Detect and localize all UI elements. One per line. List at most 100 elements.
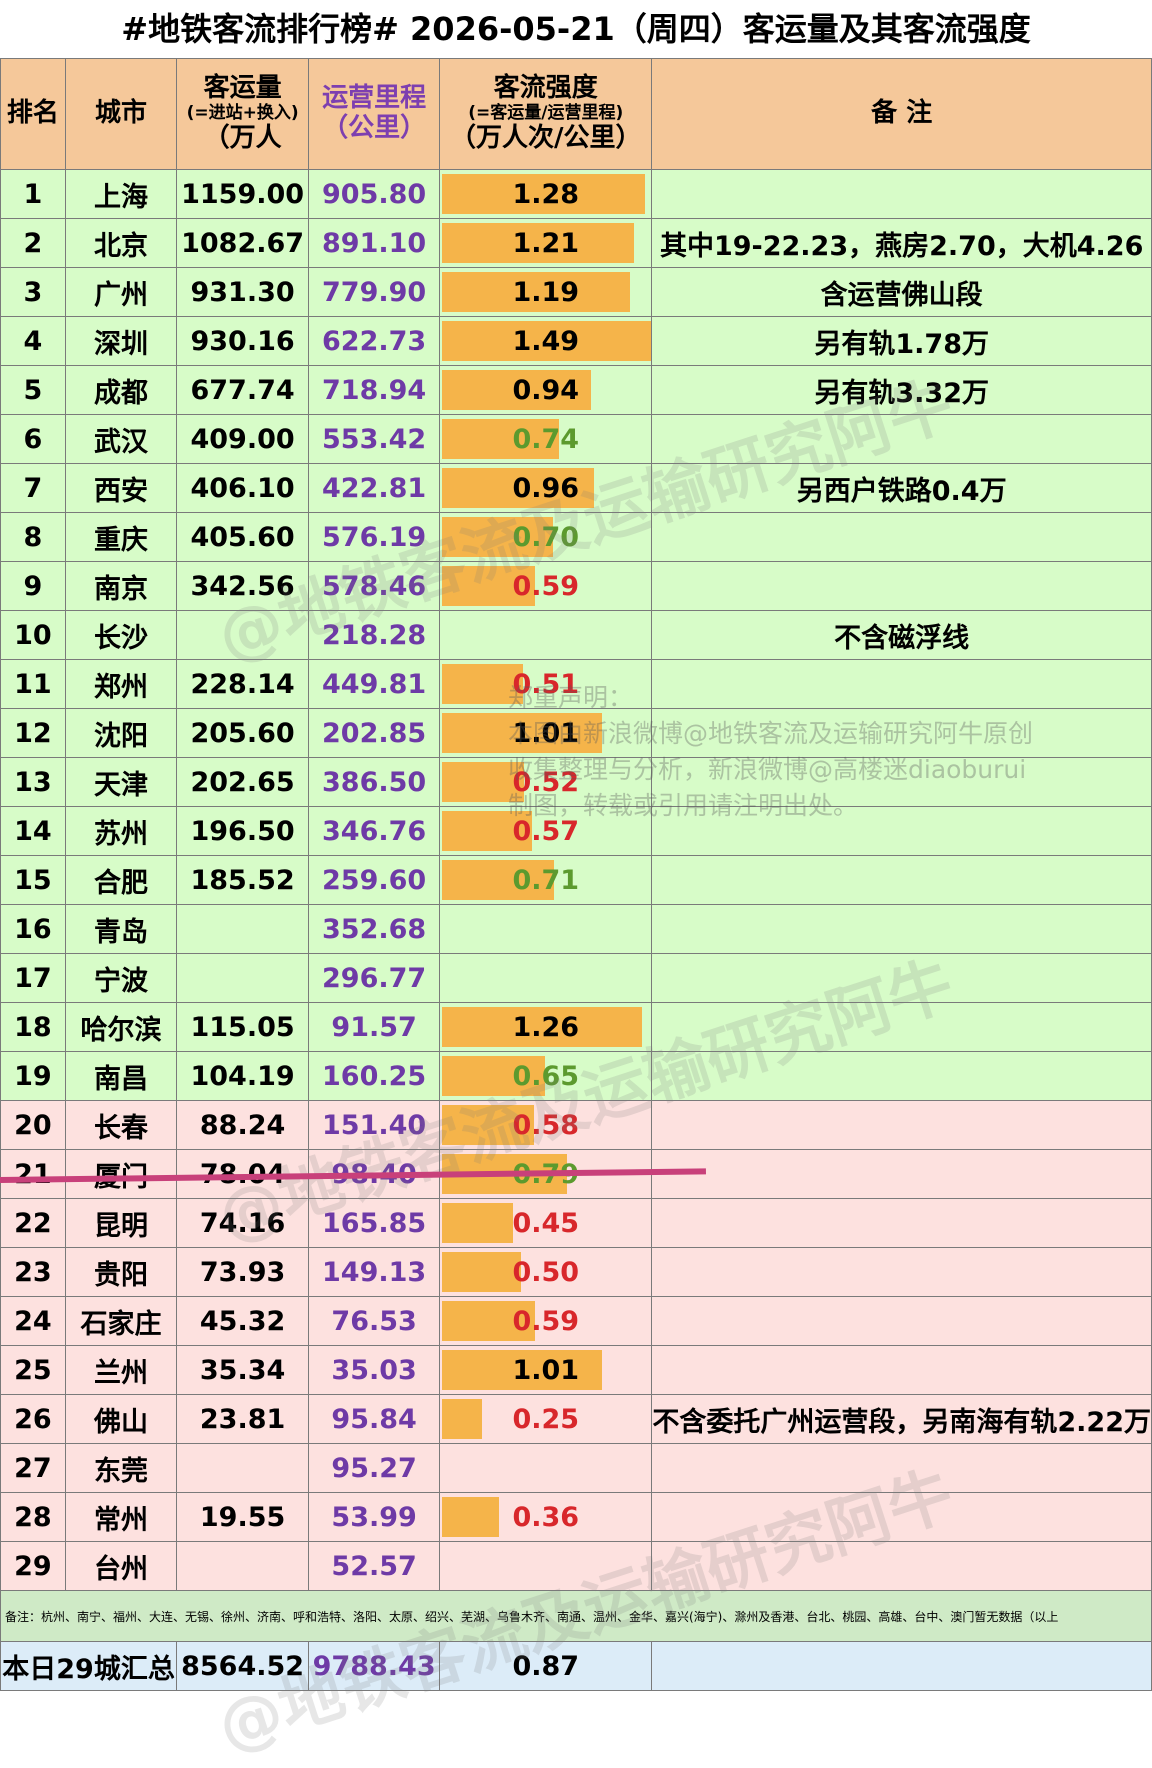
cell-rank: 29 [1,1542,66,1591]
cell-city: 长春 [65,1101,176,1150]
table-row: 18 哈尔滨 115.05 91.57 1.26 [1,1003,1152,1052]
header-row: 排名 城市 客运量 (=进站+换入) （万人 运营里程 （公里） 客流强度 (=… [1,59,1152,170]
cell-ridership: 930.16 [177,317,309,366]
cell-remark [652,856,1152,905]
cell-intensity [440,1444,652,1493]
cell-intensity: 0.36 [440,1493,652,1542]
cell-rank: 9 [1,562,66,611]
cell-mileage: 422.81 [309,464,440,513]
intensity-value: 0.50 [512,1257,579,1288]
cell-city: 南京 [65,562,176,611]
cell-remark [652,1346,1152,1395]
cell-mileage: 352.68 [309,905,440,954]
intensity-value: 1.21 [512,228,579,259]
table-row: 23 贵阳 73.93 149.13 0.50 [1,1248,1152,1297]
cell-remark [652,1248,1152,1297]
cell-ridership: 45.32 [177,1297,309,1346]
cell-city: 西安 [65,464,176,513]
cell-remark [652,562,1152,611]
cell-ridership: 1159.00 [177,170,309,219]
disclaimer-line: 制图，转载或引用请注明出处。 [508,788,1033,824]
cell-ridership: 677.74 [177,366,309,415]
cell-mileage: 95.84 [309,1395,440,1444]
cell-ridership: 115.05 [177,1003,309,1052]
cell-mileage: 891.10 [309,219,440,268]
cell-mileage: 779.90 [309,268,440,317]
intensity-bar [442,1203,513,1243]
cell-city: 广州 [65,268,176,317]
cell-city: 哈尔滨 [65,1003,176,1052]
cell-intensity: 0.45 [440,1199,652,1248]
cell-mileage: 346.76 [309,807,440,856]
cell-rank: 10 [1,611,66,660]
cell-ridership: 19.55 [177,1493,309,1542]
cell-intensity [440,954,652,1003]
cell-intensity: 0.25 [440,1395,652,1444]
cell-mileage: 149.13 [309,1248,440,1297]
cell-ridership: 35.34 [177,1346,309,1395]
table-row: 17 宁波 296.77 [1,954,1152,1003]
cell-mileage: 91.57 [309,1003,440,1052]
cell-ridership: 406.10 [177,464,309,513]
cell-intensity: 0.94 [440,366,652,415]
header-intensity: 客流强度 (=客运量/运营里程) （万人次/公里） [440,59,652,170]
table-row: 25 兰州 35.34 35.03 1.01 [1,1346,1152,1395]
cell-rank: 15 [1,856,66,905]
cell-rank: 8 [1,513,66,562]
cell-ridership: 1082.67 [177,219,309,268]
cell-city: 昆明 [65,1199,176,1248]
cell-city: 郑州 [65,660,176,709]
intensity-value: 0.36 [512,1502,579,1533]
cell-rank: 7 [1,464,66,513]
cell-rank: 27 [1,1444,66,1493]
cell-ridership [177,1542,309,1591]
cell-city: 成都 [65,366,176,415]
cell-city: 苏州 [65,807,176,856]
disclaimer-line: 郑重声明： [508,680,1033,716]
table-row: 27 东莞 95.27 [1,1444,1152,1493]
cell-rank: 12 [1,709,66,758]
cell-ridership: 23.81 [177,1395,309,1444]
cell-ridership [177,954,309,1003]
table-row: 9 南京 342.56 578.46 0.59 [1,562,1152,611]
header-ridership-unit: （万人 [204,123,282,153]
cell-rank: 25 [1,1346,66,1395]
intensity-value: 0.45 [512,1208,579,1239]
cell-rank: 23 [1,1248,66,1297]
cell-rank: 5 [1,366,66,415]
cell-city: 厦门 [65,1150,176,1199]
cell-mileage: 202.85 [309,709,440,758]
cell-intensity: 1.01 [440,1346,652,1395]
table-row: 5 成都 677.74 718.94 0.94 另有轨3.32万 [1,366,1152,415]
intensity-value: 1.01 [512,1355,579,1386]
intensity-value: 0.59 [512,1306,579,1337]
cell-mileage: 95.27 [309,1444,440,1493]
cell-intensity: 1.49 [440,317,652,366]
cell-ridership: 202.65 [177,758,309,807]
header-mileage-unit: （公里） [322,113,426,143]
cell-intensity: 0.50 [440,1248,652,1297]
cell-intensity: 0.59 [440,1297,652,1346]
total-label: 本日29城汇总 [1,1642,177,1691]
intensity-value: 1.26 [512,1012,579,1043]
header-ridership-main: 客运量 [204,73,282,103]
cell-mileage: 386.50 [309,758,440,807]
cell-remark [652,170,1152,219]
cell-city: 宁波 [65,954,176,1003]
cell-city: 武汉 [65,415,176,464]
cell-city: 佛山 [65,1395,176,1444]
cell-ridership: 88.24 [177,1101,309,1150]
disclaimer-line: 收集整理与分析，新浪微博@高楼迷diaoburui [508,752,1033,788]
intensity-value: 0.25 [512,1404,579,1435]
cell-city: 深圳 [65,317,176,366]
cell-city: 台州 [65,1542,176,1591]
header-remark: 备 注 [652,59,1152,170]
cell-rank: 6 [1,415,66,464]
cell-rank: 3 [1,268,66,317]
cell-remark [652,1199,1152,1248]
table-row: 6 武汉 409.00 553.42 0.74 [1,415,1152,464]
cell-ridership: 931.30 [177,268,309,317]
intensity-bar [442,1497,499,1537]
cell-remark [652,1101,1152,1150]
table-row: 15 合肥 185.52 259.60 0.71 [1,856,1152,905]
